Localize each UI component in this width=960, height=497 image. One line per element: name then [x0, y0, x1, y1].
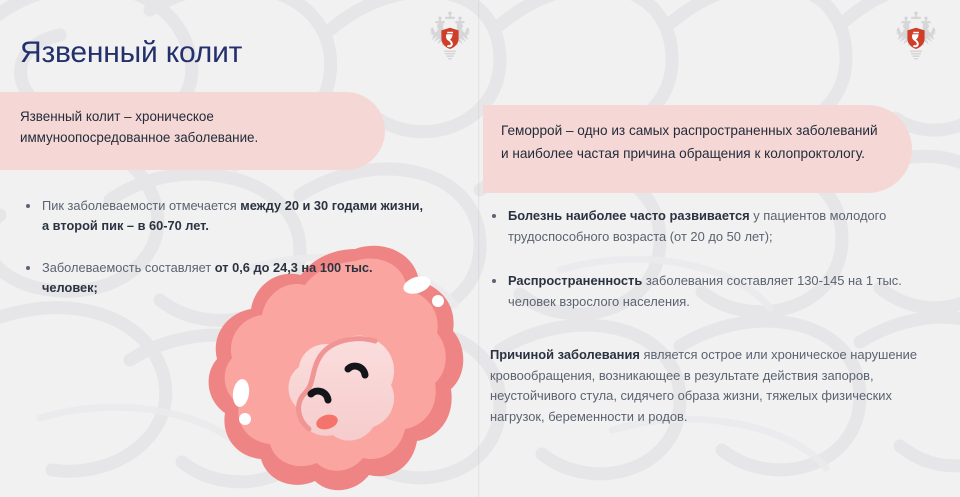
callout-box-left: Язвенный колит – хроническое иммуноопоср…: [0, 92, 385, 170]
bullet-list-left: Пик заболеваемости отмечается между 20 и…: [24, 196, 424, 298]
bullet-emphasis: Распространенность: [508, 273, 646, 288]
ministry-of-health-emblem-left: [428, 10, 472, 60]
bullet-lead: Пик заболеваемости отмечается: [42, 198, 241, 213]
list-item: Пик заболеваемости отмечается между 20 и…: [24, 196, 424, 236]
closing-paragraph: Причиной заболевания является острое или…: [490, 345, 930, 427]
bullet-dot-icon: [26, 203, 30, 208]
list-item: Распространенность заболевания составляе…: [490, 271, 920, 312]
bullet-dot-icon: [492, 213, 496, 218]
bullet-dot-icon: [492, 278, 496, 283]
page-title-left: Язвенный колит: [20, 36, 243, 69]
bullet-dot-icon: [26, 265, 30, 270]
slide-ulcerative-colitis: Язвенный колит Язвенный колит – хроничес…: [0, 0, 478, 497]
callout-box-right: Геморрой – одно из самых распространенны…: [483, 105, 912, 193]
closing-emphasis: Причиной заболевания: [490, 347, 644, 362]
slide-divider: [478, 0, 480, 497]
list-item: Болезнь наиболее часто развивается у пац…: [490, 206, 920, 247]
callout-text-left: Язвенный колит – хроническое иммуноопоср…: [20, 109, 259, 145]
bullet-emphasis: Болезнь наиболее часто развивается: [508, 208, 754, 223]
list-item: Заболеваемость составляет от 0,6 до 24,3…: [24, 258, 424, 298]
bullet-lead: Заболеваемость составляет: [42, 260, 215, 275]
ministry-of-health-emblem-right: [894, 10, 938, 60]
bullet-list-right: Болезнь наиболее часто развивается у пац…: [490, 206, 920, 312]
callout-text-right: Геморрой – одно из самых распространенны…: [501, 123, 878, 161]
